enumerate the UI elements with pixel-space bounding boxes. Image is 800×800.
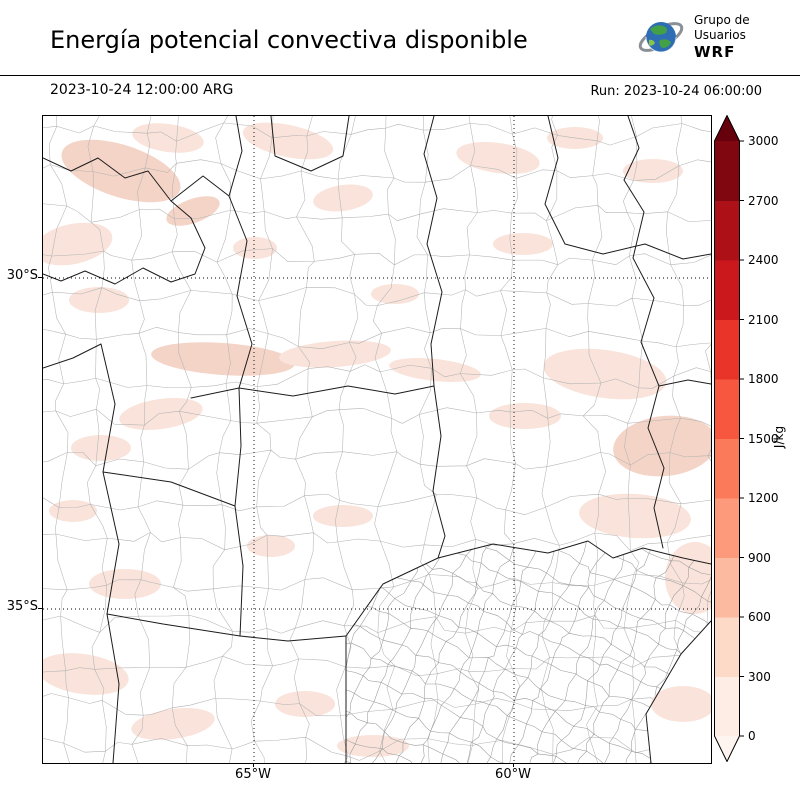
colorbar-tick-label: 2700 [748, 193, 779, 208]
map-canvas [7, 80, 769, 800]
buenos-aires-departments [346, 541, 711, 763]
colorbar-tick-label: 0 [748, 729, 756, 743]
lon-tick-65w [253, 763, 254, 767]
logo-text-line2: Usuarios [694, 27, 746, 42]
lat-tick-30s [38, 277, 42, 278]
map-frame [7, 80, 769, 800]
logo-text-line1: Grupo de [694, 12, 750, 27]
colorbar-tick-label: 600 [748, 610, 771, 624]
colorbar-tick-label: 1800 [748, 372, 779, 386]
lat-label-30s: 30°S [6, 268, 38, 283]
colorbar-tick-label: 2100 [748, 312, 779, 327]
run-time-label: Run: 2023-10-24 06:00:00 [590, 84, 762, 99]
wrf-logo: Grupo de Usuarios WRF [636, 12, 750, 62]
valid-time-label: 2023-10-24 12:00:00 ARG [50, 82, 234, 98]
page-title: Energía potencial convectiva disponible [50, 26, 528, 54]
lon-tick-60w [513, 763, 514, 767]
cape-shading [33, 122, 725, 757]
ocean-cape-shading [651, 686, 715, 722]
lat-tick-35s [38, 608, 42, 609]
colorbar-unit-label: J/kg [772, 425, 787, 449]
colorbar-tick-label: 1500 [748, 431, 779, 446]
grid-lines [43, 116, 711, 763]
lon-label-65w: 65°W [235, 767, 271, 782]
colorbar-tick-label: 300 [748, 669, 771, 684]
colorbar-tick-label: 1200 [748, 491, 779, 505]
logo-text: Grupo de Usuarios WRF [694, 13, 750, 62]
province-boundaries [42, 115, 712, 764]
colorbar-tick-label: 3000 [748, 134, 779, 148]
colorbar-tick-label: 2400 [748, 253, 779, 267]
colorbar-tick-label: 900 [748, 550, 771, 565]
logo-text-line3: WRF [694, 42, 736, 61]
colorbar [714, 115, 744, 762]
lon-label-60w: 60°W [495, 767, 531, 782]
globe-icon [638, 22, 684, 53]
lat-label-35s: 35°S [6, 599, 38, 614]
header-divider [0, 75, 800, 76]
